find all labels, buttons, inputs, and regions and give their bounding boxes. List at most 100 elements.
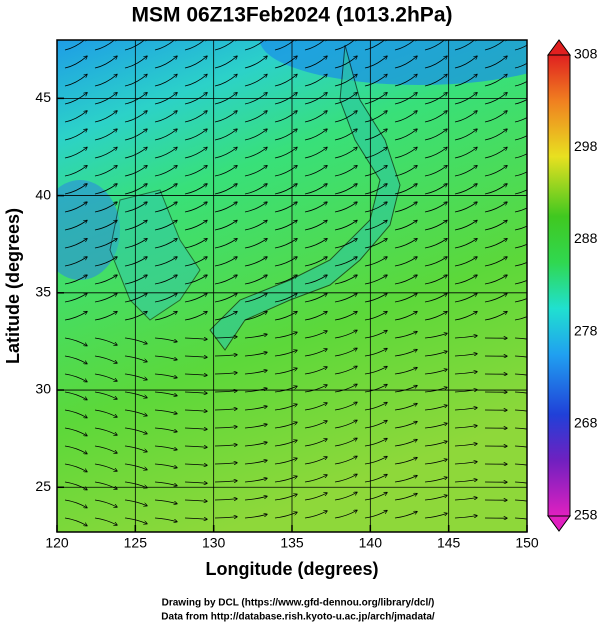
streamline bbox=[484, 74, 507, 87]
streamline bbox=[214, 56, 237, 69]
streamline bbox=[424, 351, 447, 357]
streamline bbox=[154, 481, 177, 486]
streamline bbox=[484, 257, 507, 267]
streamline bbox=[304, 202, 327, 213]
streamline bbox=[334, 93, 357, 105]
streamline bbox=[184, 312, 207, 321]
streamline bbox=[124, 257, 147, 267]
streamline bbox=[514, 337, 527, 340]
y-tick-label: 45 bbox=[35, 89, 51, 105]
streamline bbox=[364, 275, 387, 285]
streamline bbox=[244, 184, 267, 195]
streamline bbox=[124, 40, 147, 51]
streamline bbox=[244, 166, 267, 177]
streamline bbox=[274, 40, 297, 51]
streamline bbox=[94, 373, 117, 381]
streamline bbox=[94, 355, 117, 363]
streamline bbox=[424, 293, 447, 303]
streamline bbox=[334, 239, 357, 249]
streamline bbox=[244, 424, 267, 429]
streamline bbox=[394, 422, 417, 429]
streamline bbox=[454, 56, 477, 69]
streamline bbox=[514, 409, 527, 412]
streamline bbox=[124, 517, 147, 524]
streamline bbox=[64, 129, 87, 141]
streamline bbox=[244, 220, 267, 231]
streamline bbox=[94, 129, 117, 141]
streamline bbox=[334, 366, 357, 375]
streamline bbox=[364, 184, 387, 195]
streamline bbox=[154, 463, 177, 468]
streamline bbox=[424, 495, 447, 501]
streamline bbox=[64, 184, 87, 195]
streamline bbox=[364, 403, 387, 411]
streamline bbox=[94, 499, 117, 507]
streamline bbox=[244, 514, 267, 519]
streamline bbox=[454, 147, 477, 159]
streamline bbox=[154, 166, 177, 177]
streamline bbox=[454, 516, 477, 519]
y-tick-label: 25 bbox=[35, 478, 51, 494]
y-axis-label: Latitude (degrees) bbox=[3, 208, 23, 364]
streamline bbox=[154, 239, 177, 249]
streamline bbox=[424, 184, 447, 195]
streamline bbox=[334, 275, 357, 285]
y-tick-label: 40 bbox=[35, 186, 51, 202]
streamline bbox=[514, 373, 527, 376]
streamline bbox=[214, 147, 237, 159]
streamline bbox=[304, 220, 327, 231]
streamline bbox=[64, 275, 87, 285]
streamline bbox=[64, 257, 87, 267]
streamline bbox=[484, 293, 507, 303]
streamline bbox=[184, 410, 207, 411]
streamline bbox=[394, 202, 417, 213]
streamline bbox=[124, 445, 147, 452]
streamline bbox=[124, 275, 147, 285]
streamline bbox=[424, 129, 447, 141]
streamline bbox=[184, 56, 207, 69]
streamline bbox=[454, 239, 477, 249]
streamline bbox=[64, 337, 87, 346]
streamline bbox=[364, 349, 387, 357]
streamline bbox=[394, 275, 417, 285]
streamline bbox=[244, 406, 267, 411]
streamline bbox=[334, 257, 357, 267]
streamline bbox=[154, 409, 177, 414]
streamline bbox=[124, 56, 147, 69]
streamline bbox=[304, 421, 327, 429]
streamline bbox=[124, 391, 147, 398]
streamline bbox=[364, 293, 387, 303]
streamline bbox=[64, 111, 87, 123]
streamline bbox=[334, 74, 357, 87]
streamline bbox=[304, 257, 327, 267]
streamline bbox=[274, 147, 297, 159]
streamline bbox=[184, 220, 207, 231]
streamline bbox=[454, 293, 477, 303]
streamline bbox=[514, 153, 527, 159]
streamline bbox=[94, 391, 117, 399]
streamline bbox=[214, 427, 237, 428]
streamline bbox=[454, 220, 477, 231]
streamline bbox=[154, 312, 177, 321]
streamline bbox=[274, 350, 297, 357]
streamline bbox=[154, 184, 177, 195]
streamline bbox=[64, 409, 87, 418]
streamline bbox=[424, 369, 447, 375]
streamline bbox=[424, 202, 447, 213]
streamline bbox=[214, 239, 237, 249]
streamline bbox=[364, 439, 387, 447]
streamline bbox=[304, 40, 327, 51]
streamline bbox=[94, 184, 117, 195]
x-tick-label: 125 bbox=[124, 535, 148, 551]
streamline bbox=[244, 334, 267, 339]
streamline bbox=[94, 93, 117, 105]
streamline bbox=[184, 239, 207, 249]
streamline bbox=[274, 512, 297, 519]
streamline bbox=[484, 56, 507, 69]
streamline bbox=[244, 478, 267, 483]
streamline bbox=[124, 312, 147, 321]
streamline bbox=[304, 331, 327, 339]
streamline bbox=[364, 202, 387, 213]
streamline bbox=[244, 257, 267, 267]
